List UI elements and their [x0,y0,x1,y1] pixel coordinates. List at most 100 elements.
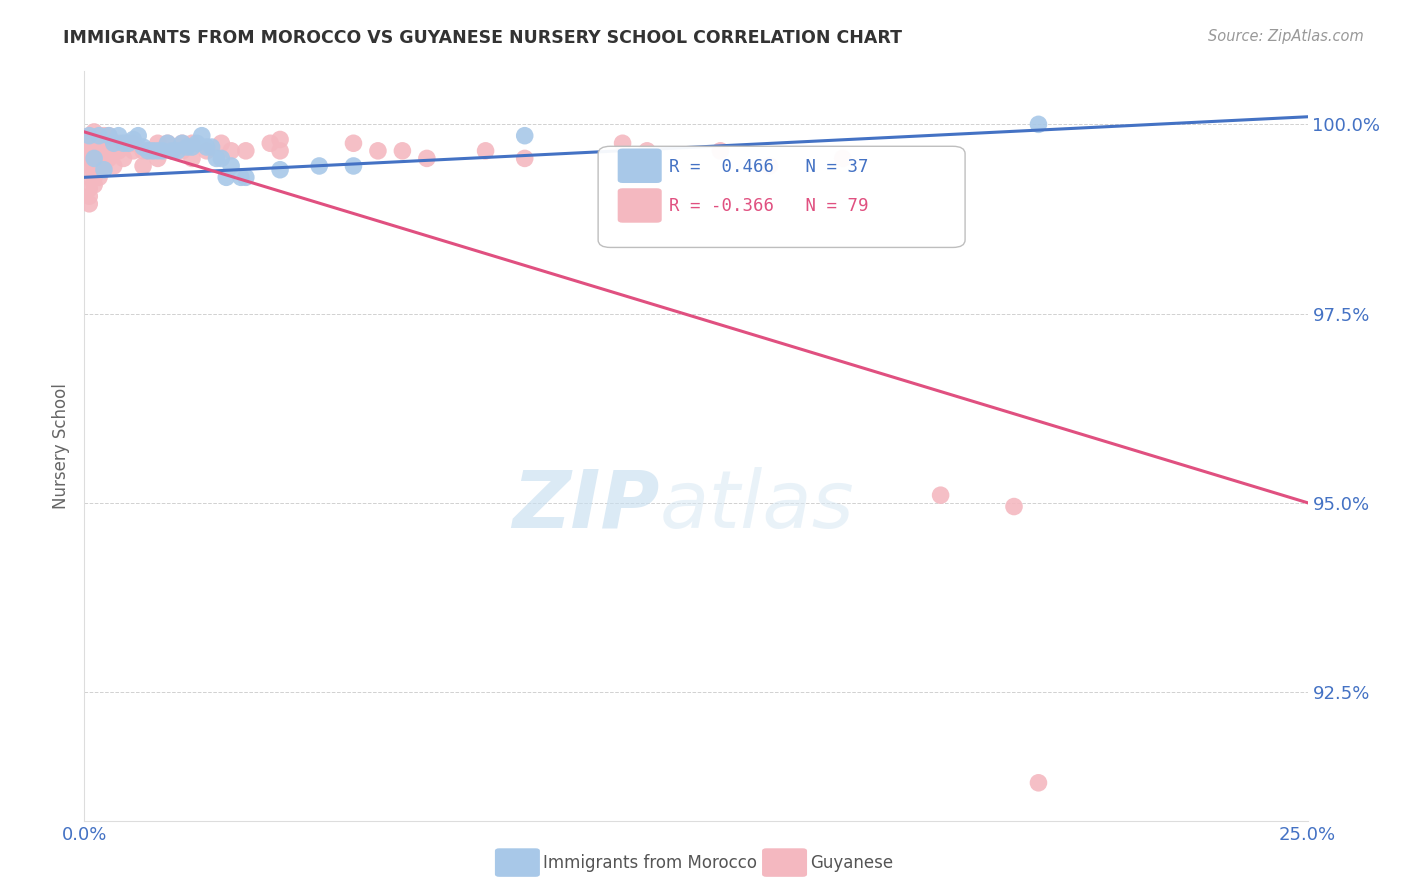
Point [117,136,139,151]
FancyBboxPatch shape [617,188,662,223]
Point [235,170,257,185]
Point [142,144,165,158]
Point [103,136,125,151]
FancyBboxPatch shape [598,146,965,247]
Point [77,182,100,196]
Text: Immigrants from Morocco: Immigrants from Morocco [543,854,756,871]
Point [87,140,110,154]
Point [97,128,120,143]
Point [146,136,169,151]
Point [172,144,194,158]
Point [83,125,105,139]
Point [83,136,105,151]
Point [93,152,115,166]
Point [1002,500,1025,514]
Point [83,170,105,185]
Point [146,152,169,166]
Point [195,140,218,154]
Point [83,159,105,173]
Point [77,144,100,158]
Point [132,144,155,158]
Point [93,136,115,151]
Point [181,140,204,154]
Point [83,152,105,166]
Point [146,144,169,158]
Point [77,128,100,143]
Point [342,136,364,151]
Point [112,152,135,166]
Text: R =  0.466   N = 37: R = 0.466 N = 37 [669,158,869,176]
Point [77,170,100,185]
Text: R = -0.366   N = 79: R = -0.366 N = 79 [669,197,869,215]
Point [181,136,204,151]
Point [87,136,110,151]
Point [176,140,198,154]
Point [831,152,853,166]
Point [269,144,291,158]
Point [97,152,120,166]
Point [474,144,496,158]
Point [1028,776,1050,790]
Point [107,128,129,143]
Point [136,144,159,158]
Point [97,144,120,158]
Point [87,159,110,173]
Point [103,144,125,158]
Point [186,136,208,151]
Text: ZIP: ZIP [512,467,659,545]
Point [77,159,100,173]
Point [87,128,110,143]
Point [77,140,100,154]
Point [308,159,330,173]
Text: IMMIGRANTS FROM MOROCCO VS GUYANESE NURSERY SCHOOL CORRELATION CHART: IMMIGRANTS FROM MOROCCO VS GUYANESE NURS… [63,29,903,47]
Point [758,159,780,173]
Point [77,136,100,151]
Point [205,152,228,166]
Point [87,128,110,143]
Point [416,152,439,166]
Point [636,144,658,158]
Point [191,128,214,143]
Point [709,144,731,158]
Point [122,136,145,151]
Point [162,144,184,158]
Point [156,136,179,151]
Point [122,144,145,158]
Point [195,144,218,158]
Point [97,128,120,143]
Point [97,140,120,154]
Point [127,128,149,143]
Point [209,136,232,151]
Point [172,136,194,151]
Point [103,159,125,173]
Point [77,189,100,203]
Point [77,196,100,211]
Point [112,136,135,151]
Point [235,144,257,158]
Point [117,136,139,151]
Point [269,162,291,177]
Point [93,159,115,173]
Point [142,144,165,158]
Point [93,128,115,143]
Point [87,170,110,185]
Point [612,136,634,151]
Point [259,136,281,151]
Text: Guyanese: Guyanese [810,854,893,871]
Point [166,144,188,158]
Point [83,132,105,146]
Point [229,170,252,185]
Point [103,136,125,151]
Point [93,144,115,158]
Point [209,152,232,166]
Y-axis label: Nursery School: Nursery School [52,383,70,509]
Point [162,144,184,158]
Point [83,152,105,166]
Point [83,140,105,154]
Point [156,136,179,151]
Point [513,128,536,143]
Point [219,144,242,158]
Point [87,132,110,146]
Point [87,144,110,158]
Point [929,488,952,502]
